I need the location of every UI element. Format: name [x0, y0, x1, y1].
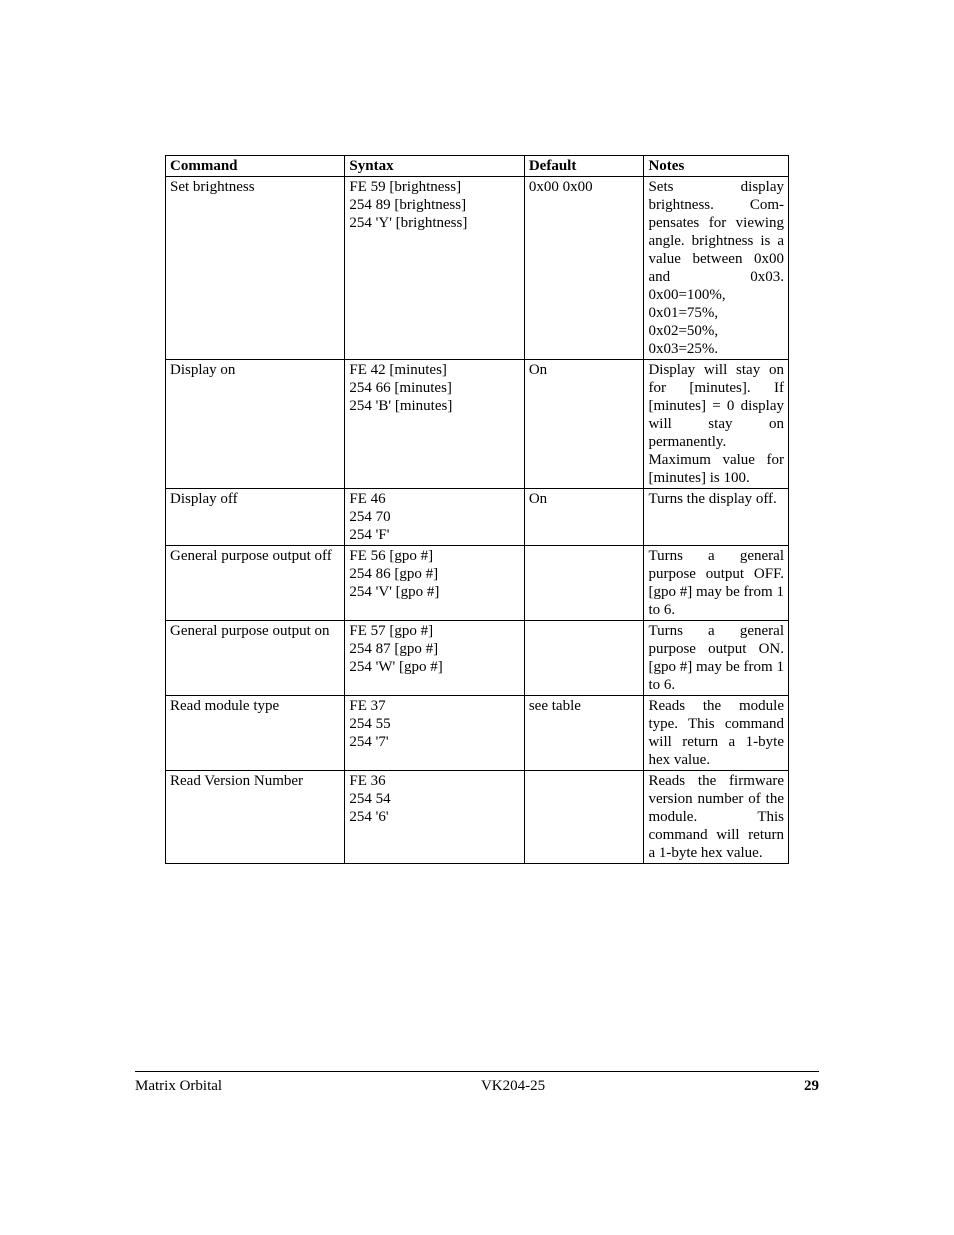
cell-default	[524, 771, 644, 864]
cell-notes: Turns a general purpose output OFF. [gpo…	[644, 546, 789, 621]
cell-default: On	[524, 360, 644, 489]
cell-command: Set brightness	[166, 177, 345, 360]
footer-left: Matrix Orbital	[135, 1078, 222, 1095]
cell-command: Read module type	[166, 696, 345, 771]
table-row: Set brightnessFE 59 [brightness] 254 89 …	[166, 177, 789, 360]
footer-center: VK204-25	[481, 1078, 545, 1095]
cell-default	[524, 546, 644, 621]
cell-default: On	[524, 489, 644, 546]
cell-notes: Turns a general purpose output ON. [gpo …	[644, 621, 789, 696]
cell-notes: Turns the display off.	[644, 489, 789, 546]
table-row: Read Version NumberFE 36 254 54 254 '6' R…	[166, 771, 789, 864]
footer-page-number: 29	[804, 1078, 819, 1095]
cell-notes: Reads the firmware ver­sion number of th…	[644, 771, 789, 864]
table-body: Set brightnessFE 59 [brightness] 254 89 …	[166, 177, 789, 864]
cell-syntax: FE 36 254 54 254 '6'	[345, 771, 524, 864]
footer-rule	[135, 1071, 819, 1072]
cell-syntax: FE 59 [brightness] 254 89 [brightness] 2…	[345, 177, 524, 360]
page-footer: Matrix Orbital VK204-25 29	[135, 1071, 819, 1095]
cell-syntax: FE 56 [gpo #] 254 86 [gpo #] 254 'V' [gp…	[345, 546, 524, 621]
cell-command: Display on	[166, 360, 345, 489]
cell-default: 0x00 0x00	[524, 177, 644, 360]
table-row: Display offFE 46 254 70 254 'F'OnTurns t…	[166, 489, 789, 546]
header-syntax: Syntax	[345, 156, 524, 177]
cell-syntax: FE 57 [gpo #] 254 87 [gpo #] 254 'W' [gp…	[345, 621, 524, 696]
cell-command: Read Version Number	[166, 771, 345, 864]
footer-row: Matrix Orbital VK204-25 29	[135, 1078, 819, 1095]
header-command: Command	[166, 156, 345, 177]
table-row: Read module typeFE 37 254 55 254 '7'see …	[166, 696, 789, 771]
cell-syntax: FE 46 254 70 254 'F'	[345, 489, 524, 546]
cell-command: General purpose output on	[166, 621, 345, 696]
header-default: Default	[524, 156, 644, 177]
cell-default	[524, 621, 644, 696]
cell-notes: Sets display brightness. Com­pensates fo…	[644, 177, 789, 360]
command-table: Command Syntax Default Notes Set brightn…	[165, 155, 789, 864]
cell-notes: Reads the module type. This com­mand wil…	[644, 696, 789, 771]
cell-default: see table	[524, 696, 644, 771]
cell-syntax: FE 37 254 55 254 '7'	[345, 696, 524, 771]
table-header-row: Command Syntax Default Notes	[166, 156, 789, 177]
cell-notes: Display will stay on for [minutes]. If […	[644, 360, 789, 489]
table-row: General purpose output offFE 56 [gpo #] …	[166, 546, 789, 621]
table-row: Display onFE 42 [minutes] 254 66 [minute…	[166, 360, 789, 489]
cell-syntax: FE 42 [minutes] 254 66 [minutes] 254 'B'…	[345, 360, 524, 489]
header-notes: Notes	[644, 156, 789, 177]
page: Command Syntax Default Notes Set brightn…	[0, 0, 954, 1235]
cell-command: Display off	[166, 489, 345, 546]
cell-command: General purpose output off	[166, 546, 345, 621]
table-row: General purpose output onFE 57 [gpo #] 2…	[166, 621, 789, 696]
